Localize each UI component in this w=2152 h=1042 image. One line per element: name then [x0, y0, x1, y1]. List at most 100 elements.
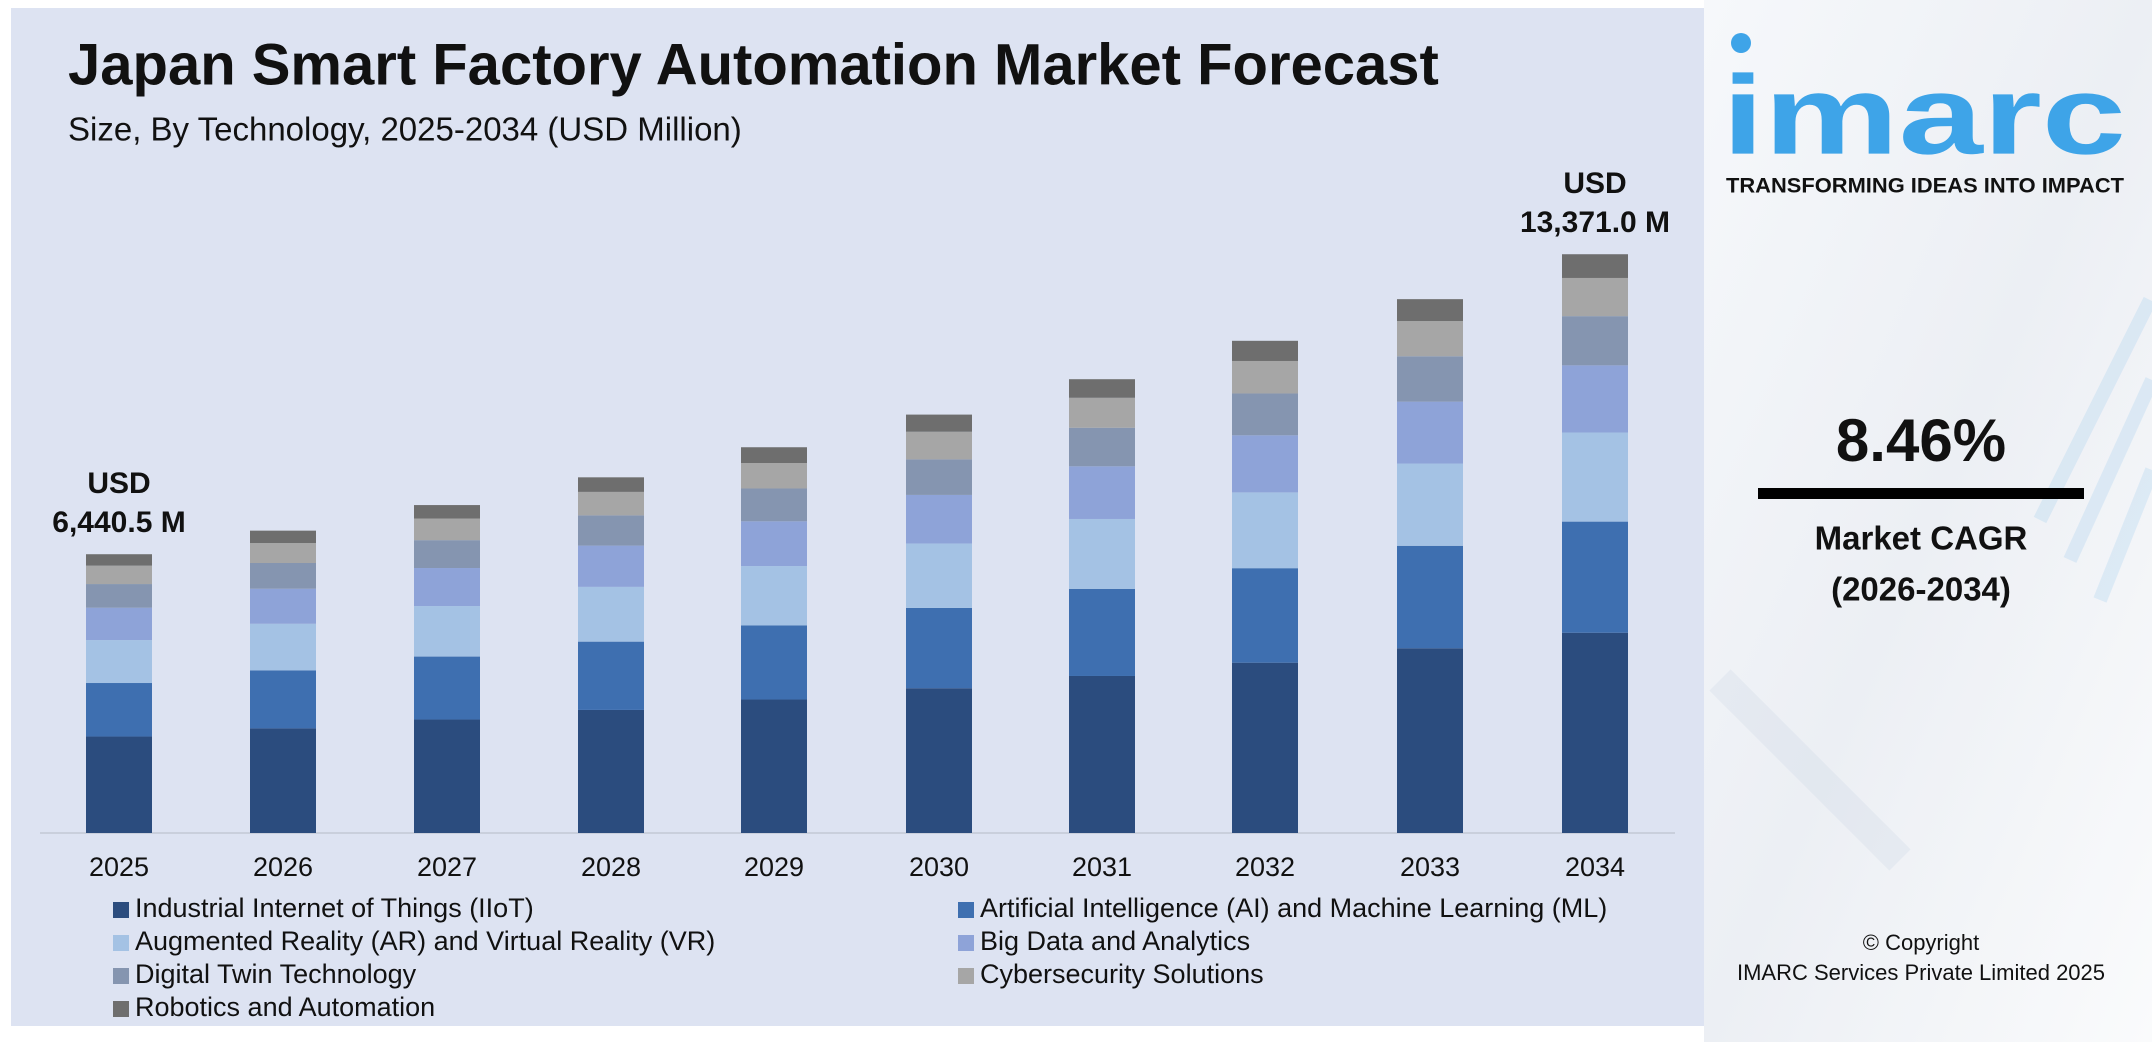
bar-segment	[741, 521, 807, 567]
bar-segment	[906, 607, 972, 689]
bar-segment	[86, 683, 152, 737]
bar-segment	[578, 586, 644, 642]
copyright: © Copyright	[1863, 930, 1979, 955]
bar-segment	[414, 656, 480, 720]
total-label-prefix: USD	[87, 467, 150, 500]
x-tick-label: 2026	[253, 852, 313, 882]
chart-subtitle: Size, By Technology, 2025-2034 (USD Mill…	[68, 111, 742, 148]
bar-segment	[1397, 648, 1463, 833]
bar-segment	[414, 606, 480, 657]
bar-segment	[1562, 632, 1628, 833]
bar-segment	[1232, 360, 1298, 394]
bar-segment	[906, 431, 972, 460]
cagr-rule	[1758, 488, 2084, 499]
x-tick-label: 2031	[1072, 852, 1132, 882]
bar-segment	[1397, 545, 1463, 649]
chart-title: Japan Smart Factory Automation Market Fo…	[68, 32, 1439, 97]
bar-segment	[1069, 675, 1135, 833]
bar-segment	[578, 515, 644, 546]
x-tick-label: 2030	[909, 852, 969, 882]
bar-segment	[250, 530, 316, 544]
bar-segment	[741, 488, 807, 522]
bar-segment	[414, 540, 480, 569]
x-tick-label: 2029	[744, 852, 804, 882]
bar-segment	[1397, 401, 1463, 464]
x-tick-label: 2025	[89, 852, 149, 882]
legend-label: Cybersecurity Solutions	[980, 959, 1264, 989]
total-label-prefix: USD	[1563, 167, 1626, 200]
bar-segment	[86, 640, 152, 684]
bar-segment	[578, 545, 644, 587]
bar-segment	[250, 728, 316, 833]
legend-swatch	[113, 968, 129, 984]
bar-segment	[250, 563, 316, 589]
brand-logo: imarc	[1722, 53, 2126, 178]
x-tick-label: 2032	[1235, 852, 1295, 882]
bar-segment	[578, 491, 644, 516]
bar-segment	[578, 477, 644, 492]
bar-segment	[86, 554, 152, 566]
legend-label: Big Data and Analytics	[980, 926, 1250, 956]
company: IMARC Services Private Limited 2025	[1737, 960, 2105, 985]
bar-segment	[250, 543, 316, 564]
bar-segment	[741, 463, 807, 489]
bar-segment	[1397, 299, 1463, 322]
logo-dot	[1731, 33, 1751, 53]
bar-segment	[1562, 432, 1628, 522]
bar-segment	[906, 494, 972, 544]
legend-swatch	[958, 968, 974, 984]
total-label: 13,371.0 M	[1520, 206, 1670, 239]
bar-segment	[250, 670, 316, 729]
legend-swatch	[113, 902, 129, 918]
cagr-label: Market CAGR	[1815, 520, 2028, 557]
bar-segment	[1562, 254, 1628, 278]
legend-label: Robotics and Automation	[135, 992, 435, 1022]
bar-segment	[1069, 427, 1135, 467]
bar-segment	[1232, 435, 1298, 493]
bar-segment	[1232, 568, 1298, 663]
bar-segment	[578, 641, 644, 710]
bar-segment	[1232, 492, 1298, 569]
bar-segment	[86, 565, 152, 585]
bar-segment	[414, 505, 480, 519]
x-tick-label: 2027	[417, 852, 477, 882]
cagr-period: (2026-2034)	[1831, 571, 2011, 608]
bar-segment	[578, 709, 644, 833]
bar-segment	[414, 719, 480, 833]
legend-label: Artificial Intelligence (AI) and Machine…	[980, 893, 1607, 923]
bar-segment	[1232, 340, 1298, 361]
legend-swatch	[113, 935, 129, 951]
legend-label: Digital Twin Technology	[135, 959, 417, 989]
total-label: 6,440.5 M	[52, 506, 185, 539]
bar-segment	[1562, 316, 1628, 366]
bar-segment	[1069, 588, 1135, 676]
cagr-value: 8.46%	[1836, 407, 2006, 474]
bar-segment	[250, 623, 316, 671]
x-tick-label: 2033	[1400, 852, 1460, 882]
bar-segment	[1562, 277, 1628, 317]
side-decoration	[1709, 296, 2152, 871]
bar-segment	[741, 699, 807, 833]
legend-label: Industrial Internet of Things (IIoT)	[135, 893, 534, 923]
legend-swatch	[958, 902, 974, 918]
bar-segment	[414, 568, 480, 607]
bar-segment	[1232, 393, 1298, 436]
bar-segment	[250, 588, 316, 624]
legend-swatch	[958, 935, 974, 951]
x-tick-label: 2028	[581, 852, 641, 882]
bar-segment	[86, 736, 152, 833]
bar-segment	[1069, 518, 1135, 589]
bar-segment	[906, 414, 972, 432]
bar-segment	[741, 447, 807, 464]
bar-segment	[1232, 662, 1298, 833]
bar-segment	[1562, 521, 1628, 633]
bar-segment	[414, 518, 480, 541]
bar-segment	[86, 584, 152, 608]
bar-segment	[741, 625, 807, 700]
x-tick-label: 2034	[1565, 852, 1625, 882]
legend-label: Augmented Reality (AR) and Virtual Reali…	[135, 926, 715, 956]
bar-segment	[741, 566, 807, 626]
bar-segment	[1069, 397, 1135, 428]
